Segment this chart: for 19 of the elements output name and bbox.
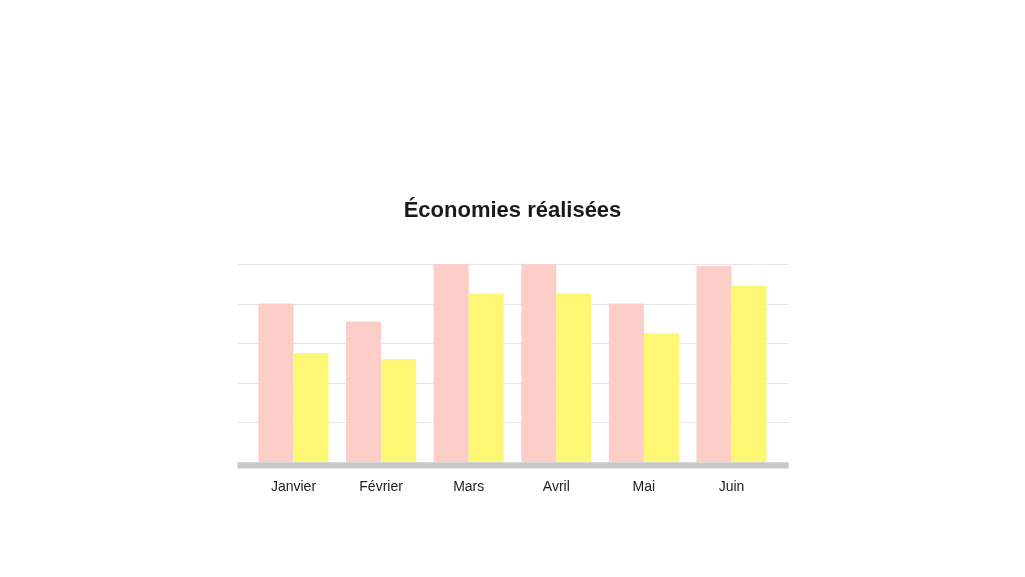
bar [731,285,767,462]
bar [608,303,644,462]
bar [381,359,417,462]
x-tick-label: Avril [542,477,570,494]
x-tick-label: Mai [632,477,656,494]
bar [521,264,557,462]
bar [258,303,294,462]
bar [346,321,382,462]
x-tick-label: Février [359,477,404,494]
bar [293,353,329,462]
chart-title: Économies réalisées [403,197,622,222]
x-tick-label: Mars [453,477,485,494]
bar [433,264,469,462]
x-tick-label: Juin [718,477,745,494]
bar [643,333,679,462]
bar [696,265,732,462]
bar [556,293,592,462]
x-tick-label: Janvier [270,477,317,494]
bar [468,293,504,462]
